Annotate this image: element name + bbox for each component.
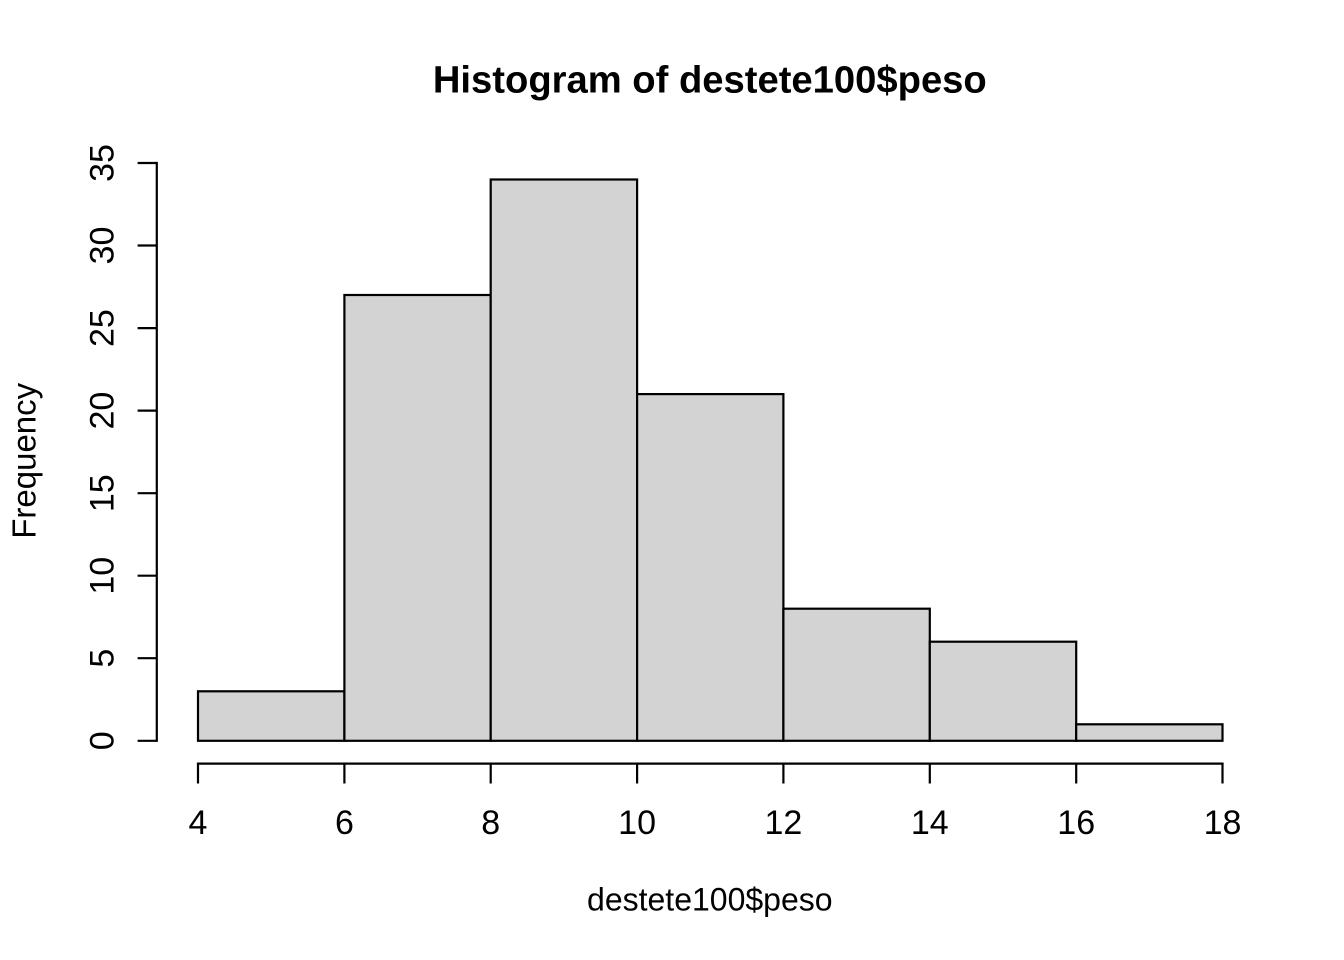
svg-text:35: 35 — [83, 144, 121, 182]
svg-text:Histogram of destete100$peso: Histogram of destete100$peso — [433, 59, 987, 102]
svg-text:18: 18 — [1204, 804, 1242, 842]
svg-text:destete100$peso: destete100$peso — [587, 881, 833, 917]
svg-text:Frequency: Frequency — [6, 382, 43, 538]
svg-text:14: 14 — [911, 804, 949, 842]
svg-text:4: 4 — [189, 804, 208, 842]
svg-text:12: 12 — [764, 804, 802, 842]
svg-text:20: 20 — [83, 392, 121, 430]
svg-text:10: 10 — [83, 557, 121, 595]
svg-text:16: 16 — [1057, 804, 1095, 842]
svg-text:30: 30 — [83, 227, 121, 265]
svg-text:15: 15 — [83, 474, 121, 512]
svg-text:5: 5 — [83, 649, 121, 668]
svg-text:8: 8 — [481, 804, 500, 842]
svg-text:0: 0 — [83, 731, 121, 750]
svg-text:25: 25 — [83, 309, 121, 347]
svg-text:6: 6 — [335, 804, 354, 842]
svg-text:10: 10 — [618, 804, 656, 842]
